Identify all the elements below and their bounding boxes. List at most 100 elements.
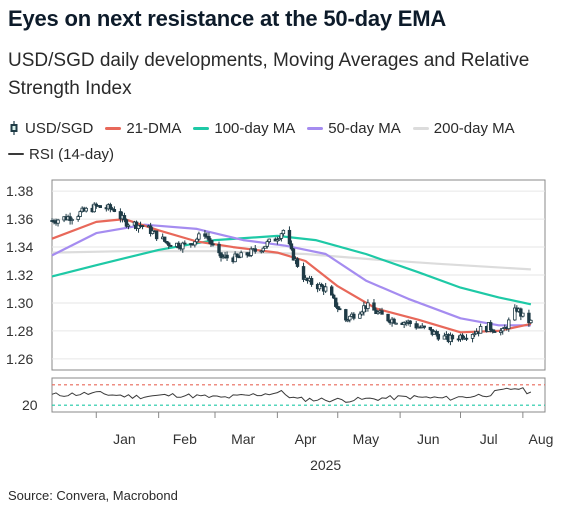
candle-body <box>450 334 455 340</box>
legend-row-2: RSI (14-day) <box>8 141 564 167</box>
candle-body <box>521 312 525 317</box>
candle-body <box>392 318 396 324</box>
candle-body <box>527 312 531 324</box>
x-tick-label: Feb <box>173 431 197 447</box>
candle-body <box>529 319 533 324</box>
candle-body <box>193 241 197 246</box>
x-year-label: 2025 <box>310 457 341 473</box>
legend-label-usdsgd: USD/SGD <box>25 119 94 137</box>
candle-body <box>249 248 253 256</box>
candle-body <box>259 250 263 253</box>
y-tick-label: 1.38 <box>6 183 33 199</box>
candle-body <box>348 315 352 321</box>
candle-body <box>287 229 292 245</box>
candle-body <box>346 319 350 322</box>
legend-swatch-rsi <box>8 153 24 155</box>
candle-body <box>358 313 362 319</box>
candle-body <box>239 252 243 258</box>
candle-body <box>211 243 215 246</box>
candle-body <box>334 297 338 307</box>
candle-body <box>70 219 74 221</box>
candle-body <box>219 252 223 258</box>
candle-body <box>464 337 469 340</box>
candle-body <box>366 302 370 309</box>
source-note: Source: Convera, Macrobond <box>8 488 178 503</box>
candle-body <box>98 205 102 208</box>
candle-body <box>235 253 239 258</box>
legend-swatch-21dma <box>105 126 122 130</box>
legend: USD/SGD 21-DMA 100-day MA 50-day MA 200-… <box>8 115 564 167</box>
x-tick-label: Jul <box>480 431 498 447</box>
y-tick-label: 1.34 <box>6 239 33 255</box>
candle-body <box>52 220 56 223</box>
candle-body <box>442 335 447 340</box>
candlestick-icon <box>8 121 20 135</box>
candle-body <box>263 245 267 249</box>
legend-swatch-200ma <box>412 126 429 130</box>
series-line-100ma <box>51 234 532 306</box>
candle-body <box>78 211 82 217</box>
candle-body <box>490 329 495 332</box>
candle-body <box>309 277 314 285</box>
candle-body <box>301 266 306 280</box>
candle-body <box>279 233 284 239</box>
candle-body <box>408 320 412 325</box>
candle-body <box>386 313 390 322</box>
candle-body <box>291 248 296 261</box>
candle-body <box>344 309 348 321</box>
candle-body <box>323 286 328 292</box>
legend-item-100ma: 100-day MA <box>193 120 295 137</box>
x-tick-label: May <box>353 431 379 447</box>
candle-body <box>195 238 199 243</box>
legend-label-rsi: RSI (14-day) <box>29 145 115 163</box>
candle-body <box>124 219 129 227</box>
candle-body <box>352 313 356 319</box>
candle-body <box>277 238 282 241</box>
candle-body <box>501 328 505 332</box>
legend-item-21dma: 21-DMA <box>105 120 181 137</box>
candle-body <box>488 322 493 331</box>
candle-body <box>265 241 270 247</box>
rsi-y-tick-label: 20 <box>22 397 38 413</box>
candle-body <box>56 219 60 224</box>
candle-body <box>472 333 477 336</box>
candle-body <box>261 247 265 252</box>
candle-body <box>136 224 141 229</box>
candle-body <box>507 319 511 329</box>
candle-body <box>428 326 433 330</box>
legend-swatch-100ma <box>193 126 210 130</box>
candle-body <box>94 203 98 207</box>
candle-body <box>513 307 517 321</box>
candle-body <box>319 284 324 287</box>
candle-body <box>108 204 113 210</box>
x-tick-label: Aug <box>529 431 554 447</box>
candle-body <box>376 311 380 315</box>
candle-body <box>140 225 145 228</box>
candle-body <box>154 230 159 240</box>
rsi-plot-frame <box>51 377 546 413</box>
candle-body <box>460 334 465 340</box>
candle-body <box>336 306 340 310</box>
legend-item-rsi: RSI (14-day) <box>8 146 114 163</box>
candle-body <box>233 253 237 263</box>
series-line-21dma <box>51 218 532 334</box>
candle-body <box>414 323 418 329</box>
candle-body <box>519 308 523 317</box>
candle-body <box>148 225 153 234</box>
candle-body <box>436 333 441 340</box>
candle-body <box>197 233 201 240</box>
candle-body <box>394 322 398 325</box>
legend-item-200ma: 200-day MA <box>412 120 515 137</box>
candle-body <box>209 239 213 245</box>
candle-body <box>221 256 225 259</box>
candle-body <box>332 294 336 299</box>
candle-body <box>183 242 187 245</box>
candle-body <box>338 308 342 311</box>
candle-body <box>245 252 249 256</box>
candle-body <box>84 207 88 212</box>
candle-body <box>295 258 300 267</box>
y-tick-label: 1.30 <box>6 295 33 311</box>
candle-body <box>164 240 169 244</box>
legend-row-1: USD/SGD 21-DMA 100-day MA 50-day MA 200-… <box>8 115 564 141</box>
legend-item-usdsgd: USD/SGD <box>8 120 93 137</box>
